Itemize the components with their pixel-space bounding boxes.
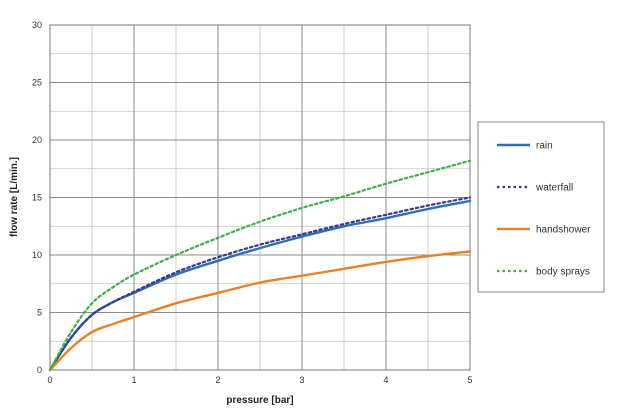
- y-axis-ticks: 0 5 10 15 20 25 30: [32, 20, 42, 375]
- y-tick-label: 30: [32, 20, 42, 30]
- series-lines: [48, 159, 472, 372]
- y-tick-label: 25: [32, 78, 42, 88]
- legend-box: [477, 121, 605, 293]
- y-tick-label: 15: [32, 193, 42, 203]
- x-tick-label: 2: [215, 375, 220, 385]
- x-axis-ticks: 0 1 2 3 4 5: [47, 375, 472, 385]
- x-tick-label: 4: [383, 375, 388, 385]
- legend-label: waterfall: [535, 183, 573, 194]
- x-tick-label: 5: [467, 375, 472, 385]
- series-line-body-sprays: [48, 159, 472, 372]
- y-tick-label: 5: [37, 308, 42, 318]
- legend-label: handshower: [536, 225, 591, 236]
- x-axis-title: pressure [bar]: [226, 395, 293, 406]
- series-line-waterfall: [48, 196, 472, 372]
- x-tick-label: 3: [299, 375, 304, 385]
- legend-label: body sprays: [536, 267, 590, 278]
- x-tick-label: 0: [47, 375, 52, 385]
- y-tick-label: 10: [32, 250, 42, 260]
- y-tick-label: 0: [37, 365, 42, 375]
- series-line-handshower: [48, 250, 472, 372]
- legend: rain waterfall handshower body sprays: [477, 121, 605, 293]
- legend-label: rain: [536, 141, 553, 152]
- y-tick-label: 20: [32, 135, 42, 145]
- x-tick-label: 1: [131, 375, 136, 385]
- y-axis-title: flow rate [L/min.]: [9, 157, 20, 237]
- legend-items: rain waterfall handshower body sprays: [497, 141, 591, 278]
